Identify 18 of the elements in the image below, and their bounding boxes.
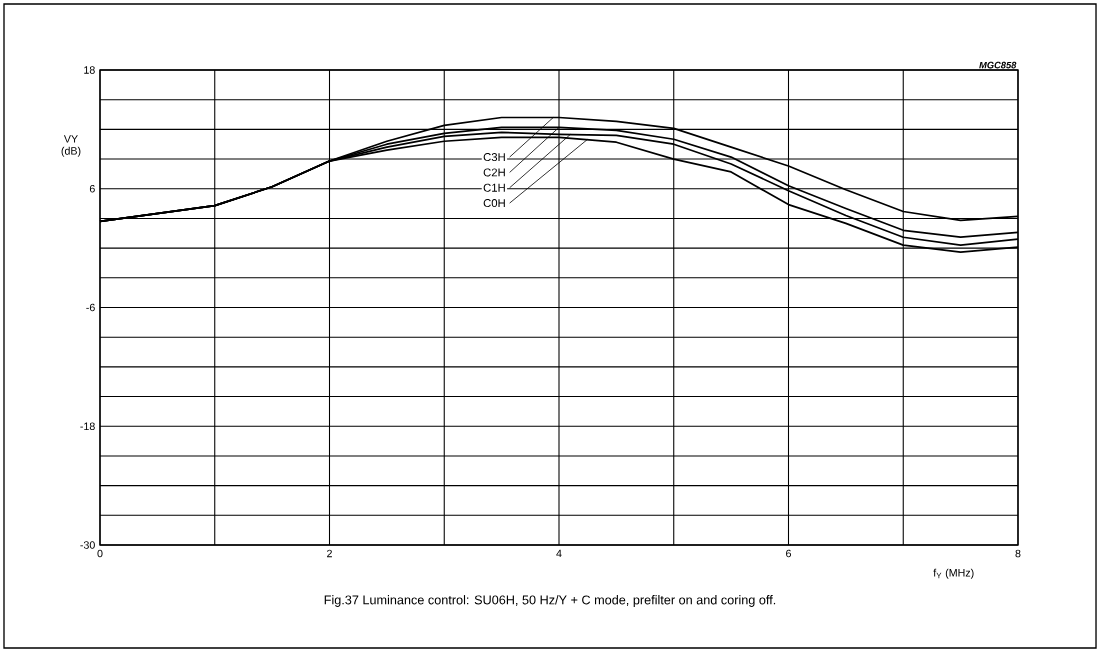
x-tick-label: 8 [1015, 549, 1021, 558]
annotation: C3H [483, 153, 505, 162]
y-tick-label: 18 [84, 66, 95, 74]
y-tick-label: -30 [80, 541, 95, 549]
y-tick-label: -6 [86, 303, 95, 312]
text: Fig.37 Luminance control: SU06H, 50 Hz/Y + C mode, prefilter on and coring off. [324, 595, 776, 607]
annotation: C2H [483, 168, 505, 177]
x-tick-label: 4 [556, 549, 562, 558]
x-tick-label: 2 [327, 549, 332, 558]
x-axis-title: f$_{Y}$ (MHz) [933, 568, 974, 579]
x-tick-label: 6 [786, 549, 791, 558]
annotation: C1H [483, 183, 505, 192]
x-tick-label: 0 [97, 549, 103, 558]
annotation: C0H [483, 199, 505, 208]
y-axis-title: VY (dB) [61, 135, 81, 157]
text: MGC858 [979, 61, 1017, 69]
y-tick-label: -18 [80, 422, 95, 431]
y-tick-label: 6 [89, 184, 95, 193]
